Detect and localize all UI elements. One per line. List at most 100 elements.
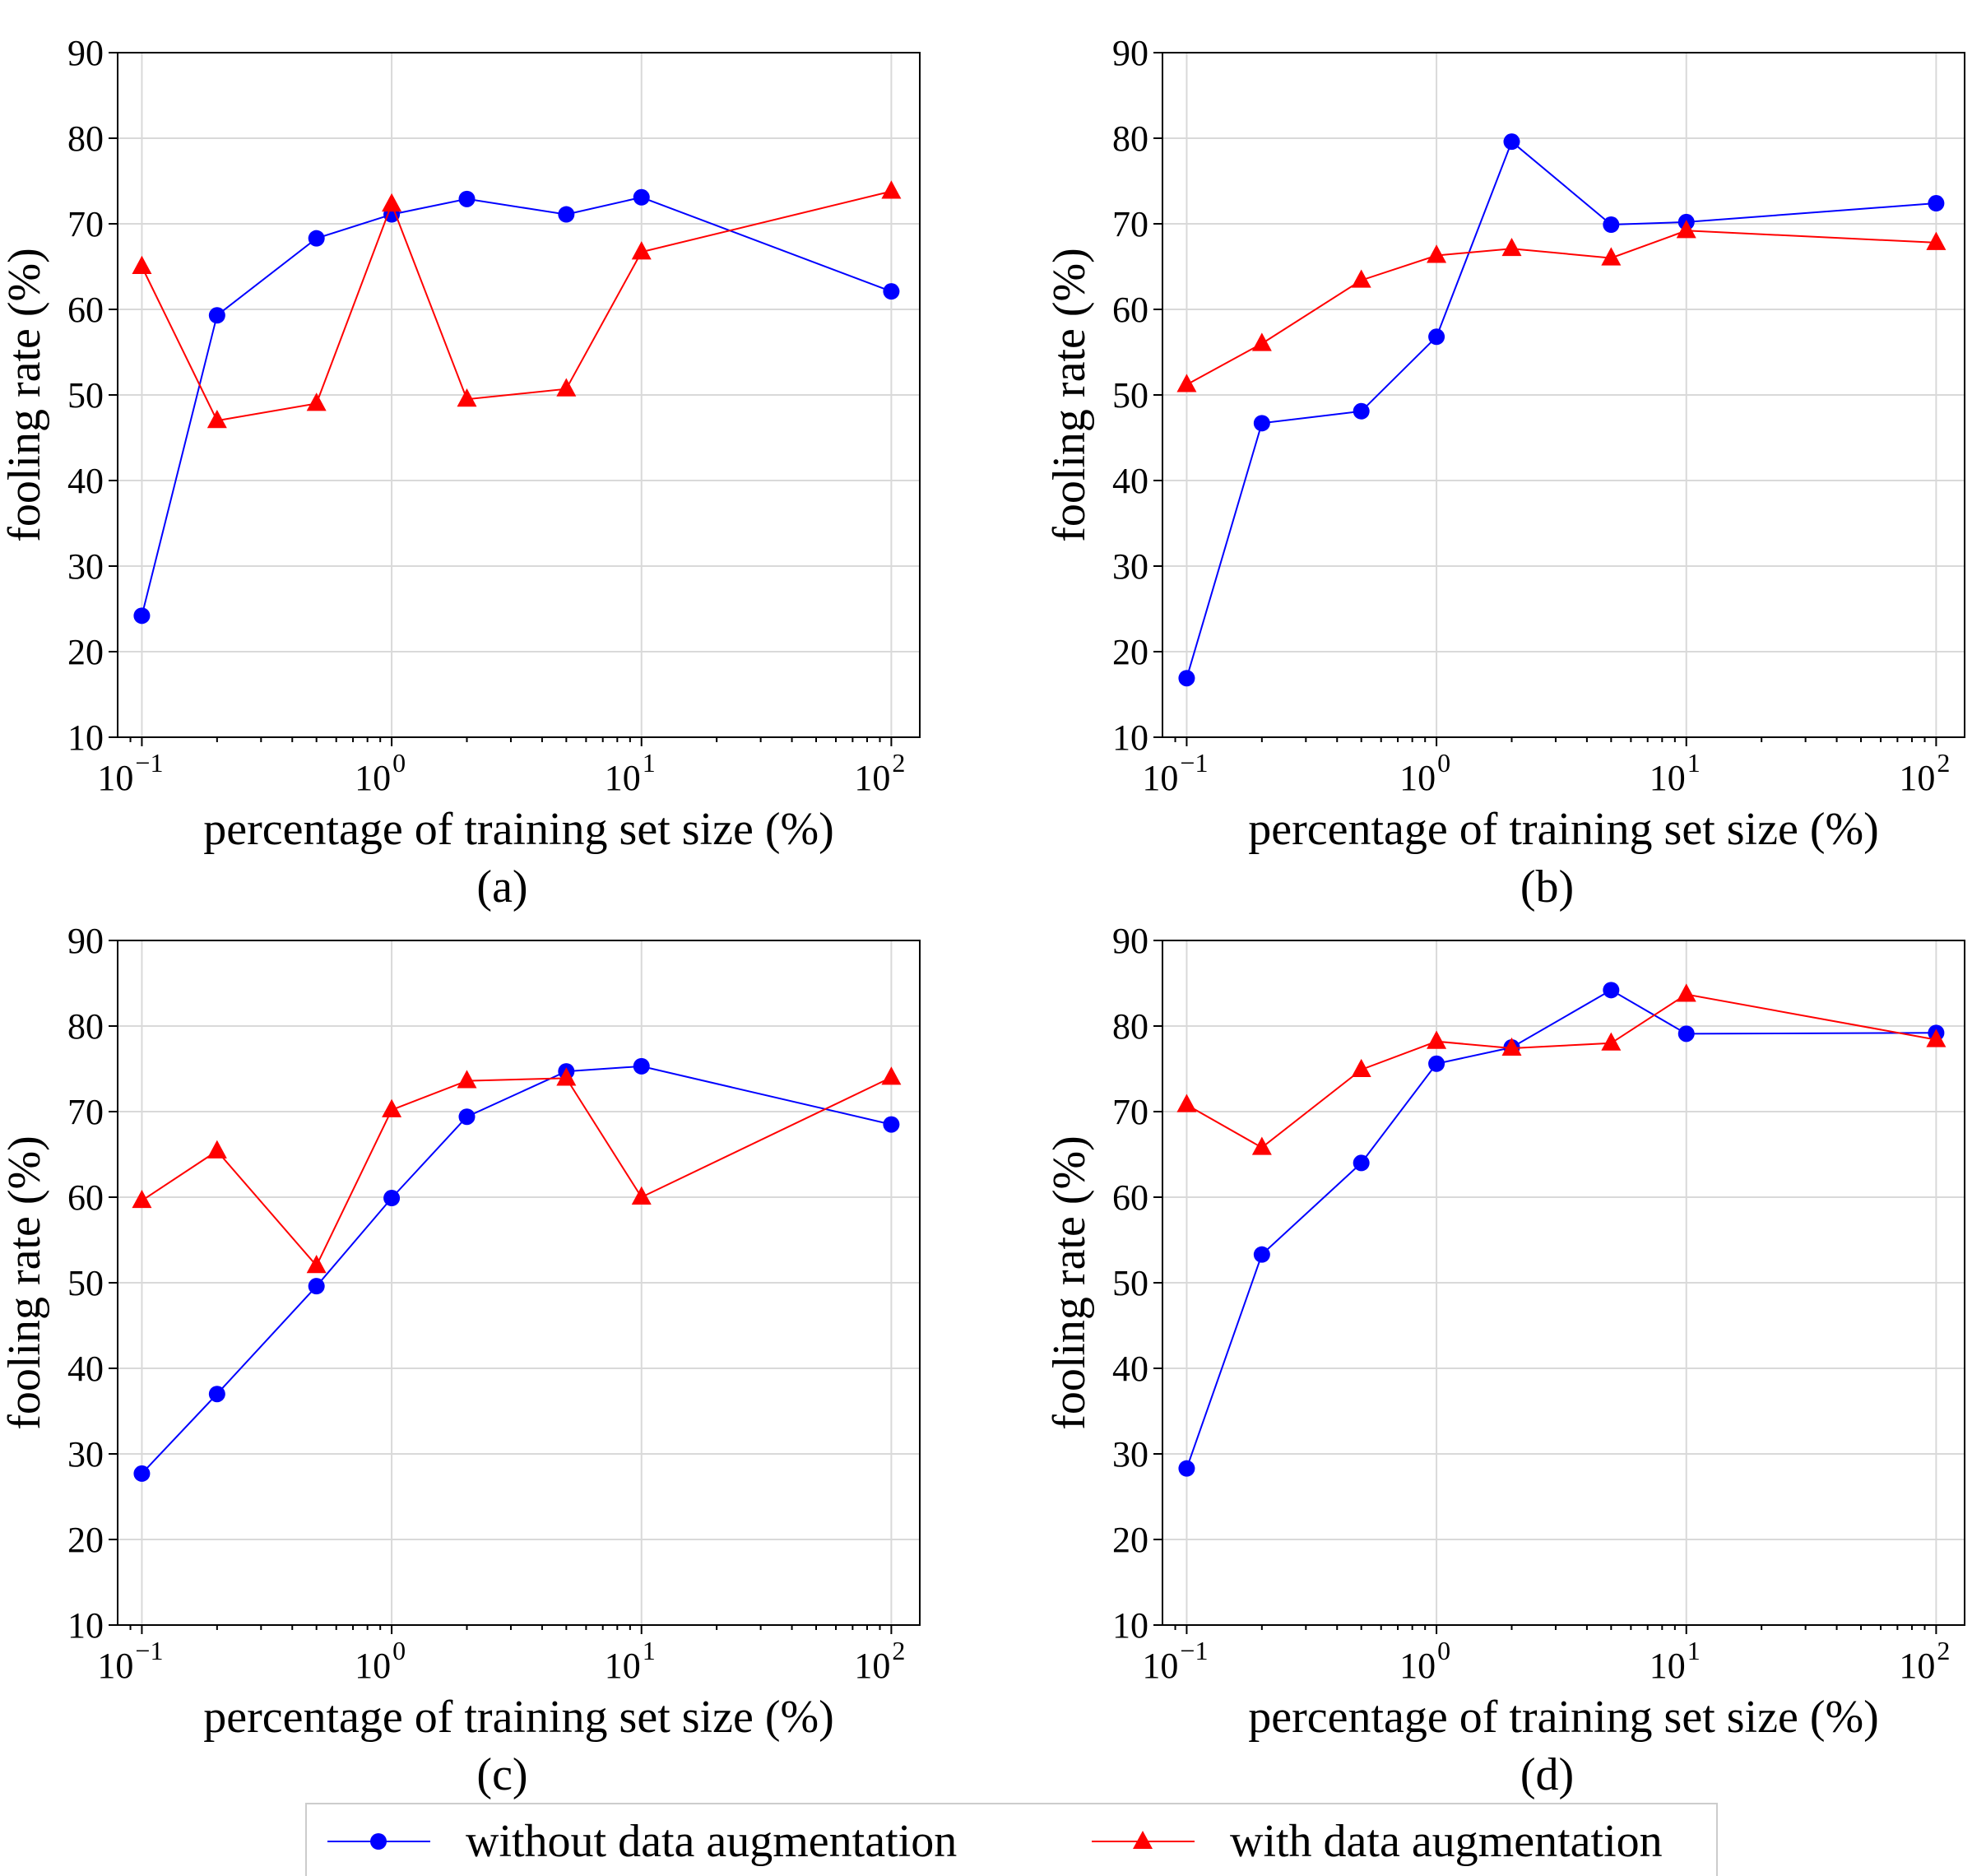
x-tick-exponent: 2 — [1937, 1636, 1950, 1665]
series-1 — [1178, 133, 1945, 687]
data-point — [633, 188, 650, 206]
x-tick-label: 101 — [605, 748, 656, 798]
x-tick-label: 102 — [854, 1636, 905, 1686]
data-point — [1427, 244, 1447, 263]
data-point — [382, 1098, 402, 1117]
x-tick-label: 102 — [854, 748, 905, 798]
x-tick-label: 100 — [1399, 748, 1450, 798]
series-line — [141, 1076, 892, 1268]
x-tick-exponent: 1 — [1687, 748, 1701, 778]
data-point — [133, 1465, 151, 1482]
x-tick-exponent: 1 — [643, 1636, 656, 1665]
series-1 — [1178, 982, 1945, 1477]
y-tick-label: 10 — [67, 1605, 104, 1646]
y-tick-label: 10 — [1112, 717, 1148, 758]
x-axis-label: percentage of training set size (%) — [1248, 1692, 1879, 1743]
data-point — [1676, 220, 1696, 239]
y-axis-label: fooling rate (%) — [0, 1135, 50, 1430]
x-tick-label: 10−1 — [1142, 1636, 1208, 1686]
x-tick-exponent: 0 — [392, 748, 406, 778]
chart-panel-2: 10−1 100 101 102102030405060708090percentag… — [1044, 33, 1965, 912]
y-tick-label: 60 — [67, 1177, 104, 1218]
y-tick-label: 30 — [67, 1434, 104, 1474]
series-line — [1186, 989, 1937, 1470]
series-line — [1186, 230, 1937, 386]
series-line — [141, 190, 892, 422]
data-point — [382, 193, 402, 212]
data-point — [1176, 374, 1197, 392]
x-tick-exponent: 1 — [1687, 1636, 1701, 1665]
y-tick-label: 50 — [1112, 375, 1148, 416]
y-tick-label: 80 — [67, 118, 104, 159]
x-tick-label: 10−1 — [97, 1636, 163, 1686]
legend-label: with data augmentation — [1230, 1816, 1663, 1867]
y-tick-label: 10 — [1112, 1605, 1148, 1646]
chart-panel-4: 10−1 100 101 102102030405060708090percentag… — [1044, 921, 1965, 1800]
data-point — [457, 388, 477, 407]
data-point — [1677, 1025, 1695, 1042]
y-tick-label: 50 — [67, 1263, 104, 1303]
y-tick-label: 30 — [1112, 1434, 1148, 1474]
x-tick-label: 100 — [355, 748, 406, 798]
y-tick-label: 60 — [67, 290, 104, 330]
legend: without data augmentation with data augme… — [305, 1803, 1718, 1876]
data-point — [1603, 982, 1620, 999]
series-line — [1186, 993, 1937, 1149]
x-tick-label: 10−1 — [97, 748, 163, 798]
y-tick-label: 50 — [1112, 1263, 1148, 1303]
data-point — [881, 180, 902, 199]
data-point — [1601, 1032, 1622, 1051]
series-2 — [1176, 983, 1947, 1155]
series-1 — [133, 188, 900, 625]
y-tick-label: 10 — [67, 717, 104, 758]
x-tick-label: 102 — [1899, 748, 1950, 798]
data-point — [308, 230, 325, 247]
panel-label: (a) — [476, 861, 527, 912]
data-point — [383, 1190, 401, 1207]
data-point — [1176, 1094, 1197, 1112]
data-point — [206, 410, 227, 429]
x-axis-label: percentage of training set size (%) — [1248, 804, 1879, 855]
y-tick-label: 20 — [67, 632, 104, 672]
x-tick-exponent: −1 — [1180, 748, 1208, 778]
y-tick-label: 80 — [1112, 118, 1148, 159]
data-point — [1676, 983, 1696, 1002]
x-tick-label: 100 — [1399, 1636, 1450, 1686]
chart-panel-1: 10−1 100 101 102102030405060708090percentag… — [0, 33, 921, 912]
y-tick-label: 60 — [1112, 290, 1148, 330]
y-tick-label: 40 — [67, 1349, 104, 1389]
data-point — [208, 1386, 225, 1403]
data-point — [1251, 332, 1272, 351]
panel-label: (d) — [1520, 1749, 1574, 1800]
x-axis-label: percentage of training set size (%) — [203, 1692, 834, 1743]
plot-frame — [1162, 52, 1965, 738]
series-line — [1186, 140, 1937, 679]
data-point — [631, 241, 652, 260]
y-axis-label: fooling rate (%) — [1044, 248, 1095, 542]
x-tick-exponent: 0 — [1437, 748, 1450, 778]
legend-marker — [1133, 1831, 1153, 1849]
y-tick-label: 70 — [67, 1092, 104, 1132]
data-point — [208, 307, 225, 324]
x-tick-label: 101 — [1650, 1636, 1701, 1686]
data-point — [132, 1189, 152, 1209]
y-tick-label: 90 — [67, 921, 104, 961]
series-2 — [1176, 220, 1947, 392]
data-point — [1427, 1030, 1447, 1049]
y-tick-label: 30 — [67, 546, 104, 587]
x-tick-exponent: 0 — [392, 1636, 406, 1665]
x-tick-exponent: −1 — [135, 748, 163, 778]
data-point — [881, 1066, 902, 1085]
x-tick-label: 101 — [1650, 748, 1701, 798]
series-line — [141, 196, 892, 616]
y-tick-label: 70 — [1112, 1092, 1148, 1132]
y-tick-label: 80 — [67, 1006, 104, 1047]
x-tick-exponent: 1 — [643, 748, 656, 778]
data-point — [631, 1186, 652, 1205]
x-tick-exponent: −1 — [1180, 1636, 1208, 1665]
y-tick-label: 50 — [67, 375, 104, 416]
data-point — [1178, 670, 1195, 687]
data-point — [883, 283, 900, 300]
data-point — [1926, 231, 1947, 250]
panel-label: (b) — [1520, 861, 1574, 912]
